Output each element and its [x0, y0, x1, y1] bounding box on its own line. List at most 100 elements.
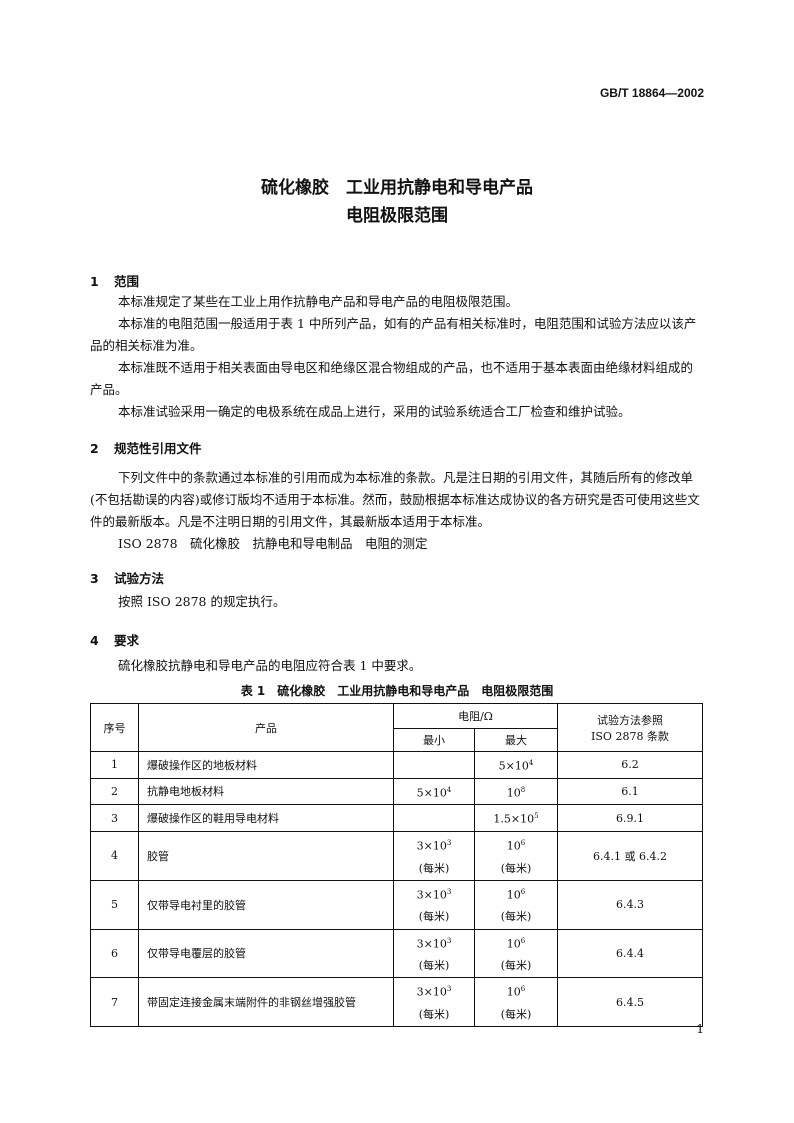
paragraph: 硫化橡胶抗静电和导电产品的电阻应符合表 1 中要求。 — [118, 658, 422, 673]
min-exponent: 3 — [446, 936, 452, 945]
section-number: 3 — [90, 571, 99, 586]
paragraph: ISO 2878 硫化橡胶 抗静电和导电制品 电阻的测定 — [118, 536, 428, 551]
cell-no: 2 — [90, 777, 139, 806]
cell-product: 抗静电地板材料 — [138, 777, 394, 806]
cell-method: 6.1 — [557, 777, 703, 806]
paragraph: 按照 ISO 2878 的规定执行。 — [118, 594, 286, 609]
section-title: 范围 — [114, 274, 140, 289]
per-meter-note: (每米) — [418, 861, 450, 875]
per-meter-note: (每米) — [418, 959, 450, 973]
cell-no: 1 — [90, 751, 139, 779]
paragraph: 下列文件中的条款通过本标准的引用而成为本标准的条款。凡是注日期的引用文件，其随后… — [90, 470, 700, 529]
min-value: 5×10 — [416, 786, 447, 800]
max-exponent: 6 — [520, 838, 526, 847]
cell-max: 106 (每米) — [474, 928, 558, 979]
cell-min: 3×103 (每米) — [393, 977, 475, 1027]
cell-min: 3×103 (每米) — [393, 928, 475, 979]
max-value: 1.5×10 — [493, 812, 535, 826]
cell-product: 胶管 — [138, 830, 394, 881]
table-row: 2 抗静电地板材料 5×104 108 6.1 — [90, 777, 703, 806]
per-meter-note: (每米) — [500, 861, 532, 875]
cell-max: 106 (每米) — [474, 830, 558, 881]
cell-method: 6.9.1 — [557, 804, 703, 832]
max-exponent: 6 — [520, 936, 526, 945]
header-product: 产品 — [138, 703, 394, 752]
cell-min — [393, 804, 475, 832]
cell-max: 1.5×105 — [474, 804, 558, 832]
max-exponent: 8 — [520, 785, 526, 794]
header-resistance: 电阻/Ω — [393, 703, 558, 729]
section-title: 要求 — [114, 633, 140, 648]
table-row: 4 胶管 3×103 (每米) 106 (每米) 6.4.1 或 6.4.2 — [90, 830, 703, 881]
header-min: 最小 — [393, 728, 475, 752]
min-exponent: 3 — [446, 985, 452, 994]
title-line-2: 电阻极限范围 — [346, 206, 448, 226]
table-row: 3 爆破操作区的鞋用导电材料 1.5×105 6.9.1 — [90, 804, 703, 832]
cell-max: 106 (每米) — [474, 879, 558, 930]
cell-no: 5 — [90, 879, 139, 930]
max-exponent: 4 — [528, 759, 534, 767]
cell-max: 108 — [474, 777, 558, 806]
per-meter-note: (每米) — [500, 1007, 532, 1021]
table-row: 6 仅带导电覆层的胶管 3×103 (每米) 106 (每米) 6.4.4 — [90, 928, 703, 979]
header-max: 最大 — [474, 728, 558, 752]
cell-product: 仅带导电衬里的胶管 — [138, 879, 394, 930]
resistance-table: 序号 产品 电阻/Ω 试验方法参照 ISO 2878 条款 最小 最大 1 爆破操作区的地板… — [90, 703, 703, 1027]
title-line-1: 硫化橡胶 工业用抗静电和导电产品 — [261, 178, 533, 198]
cell-no: 7 — [90, 977, 139, 1027]
min-exponent: 3 — [446, 887, 452, 896]
section-number: 2 — [90, 441, 99, 456]
paragraph: 本标准试验采用一确定的电极系统在成品上进行，采用的试验系统适合工厂检查和维护试验… — [118, 404, 631, 419]
page-number: 1 — [696, 1022, 704, 1036]
cell-method: 6.4.1 或 6.4.2 — [557, 830, 703, 881]
section-title: 规范性引用文件 — [114, 441, 202, 456]
per-meter-note: (每米) — [418, 1007, 450, 1021]
max-value: 10 — [506, 985, 521, 999]
header-method-line2: ISO 2878 条款 — [591, 729, 669, 743]
cell-no: 6 — [90, 928, 139, 979]
max-exponent: 5 — [534, 812, 539, 821]
max-value: 10 — [506, 888, 521, 902]
section-heading: 3 试验方法 — [90, 568, 164, 587]
max-value: 10 — [506, 786, 521, 800]
table-row: 1 爆破操作区的地板材料 5×104 6.2 — [90, 751, 703, 779]
section-heading: 2 规范性引用文件 — [90, 438, 202, 457]
table-caption: 表 1 硫化橡胶 工业用抗静电和导电产品 电阻极限范围 — [240, 684, 554, 698]
cell-product: 仅带导电覆层的胶管 — [138, 928, 394, 979]
min-value: 3×10 — [416, 985, 447, 999]
section-title: 试验方法 — [114, 571, 165, 586]
cell-min: 5×104 — [393, 777, 475, 806]
cell-product: 爆破操作区的鞋用导电材料 — [138, 804, 394, 832]
cell-method: 6.4.3 — [557, 879, 703, 930]
cell-min: 3×103 (每米) — [393, 830, 475, 881]
section-number: 4 — [90, 633, 99, 648]
paragraph: 本标准的电阻范围一般适用于表 1 中所列产品，如有的产品有相关标准时，电阻范围和… — [90, 316, 697, 353]
cell-method: 6.4.5 — [557, 977, 703, 1027]
section-number: 1 — [90, 274, 99, 289]
max-exponent: 6 — [520, 887, 526, 896]
max-exponent: 6 — [520, 985, 526, 994]
cell-product: 爆破操作区的地板材料 — [138, 751, 394, 779]
header-method-line1: 试验方法参照 — [597, 713, 663, 727]
cell-max: 106 (每米) — [474, 977, 558, 1027]
cell-min — [393, 751, 475, 779]
table-row: 7 带固定连接金属末端附件的非钢丝增强胶管 3×103 (每米) 106 (每米) 6.4.… — [90, 977, 703, 1027]
cell-max: 5×104 — [474, 751, 558, 779]
header-method: 试验方法参照 ISO 2878 条款 — [557, 703, 703, 752]
paragraph: 本标准既不适用于相关表面由导电区和绝缘区混合物组成的产品，也不适用于基本表面由绝… — [90, 360, 694, 397]
max-value: 10 — [506, 937, 521, 951]
min-exponent: 4 — [446, 785, 452, 794]
section-heading: 1 范围 — [90, 271, 139, 290]
cell-no: 4 — [90, 830, 139, 881]
cell-no: 3 — [90, 804, 139, 832]
cell-method: 6.4.4 — [557, 928, 703, 979]
table-row: 5 仅带导电衬里的胶管 3×103 (每米) 106 (每米) 6.4.3 — [90, 879, 703, 930]
min-value: 3×10 — [416, 839, 447, 853]
max-value: 10 — [506, 839, 521, 853]
per-meter-note: (每米) — [418, 910, 450, 924]
paragraph: 本标准规定了某些在工业上用作抗静电产品和导电产品的电阻极限范围。 — [118, 294, 519, 309]
header-no: 序号 — [90, 703, 139, 752]
per-meter-note: (每米) — [500, 959, 532, 973]
cell-method: 6.2 — [557, 751, 703, 779]
